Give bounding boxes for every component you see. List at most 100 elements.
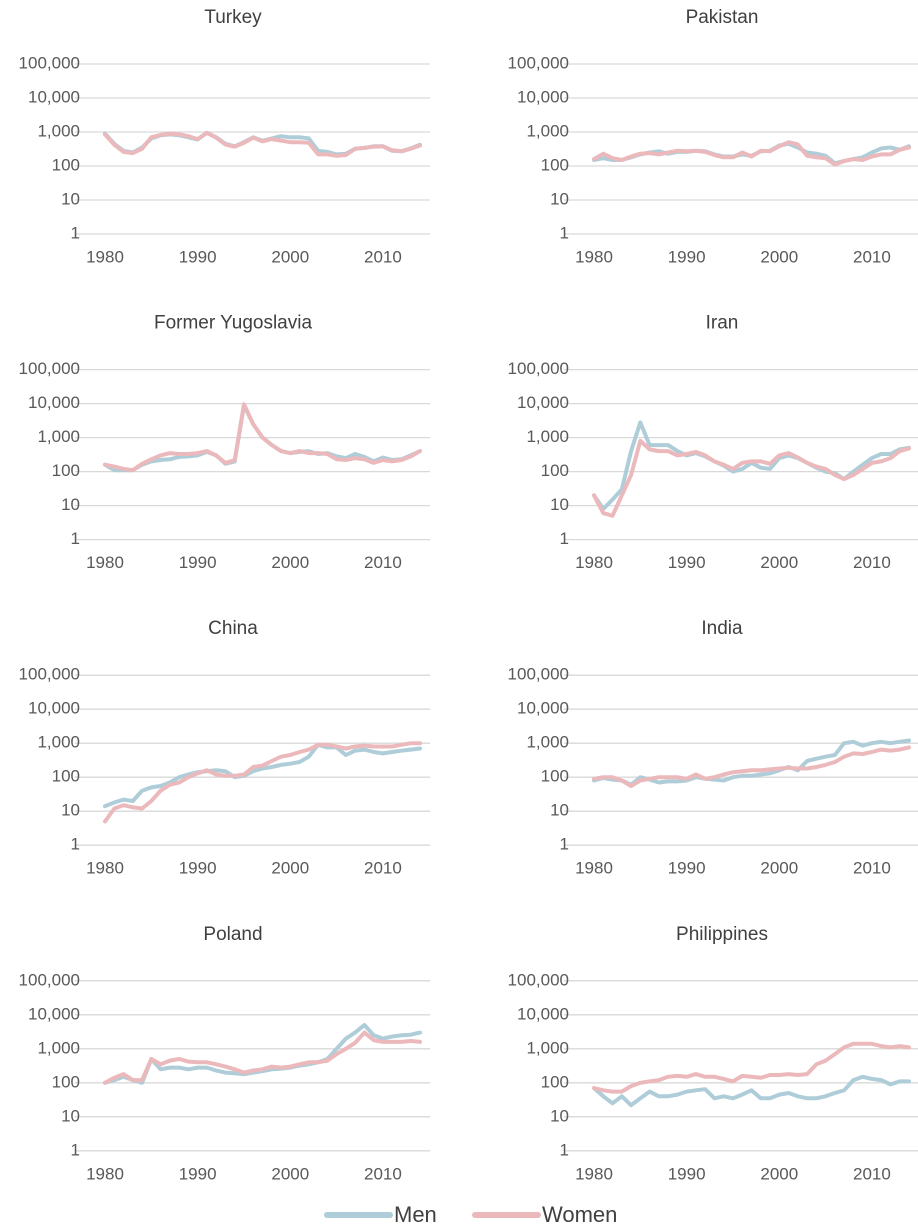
series-line [103,130,422,158]
x-tick-label: 1980 [86,247,124,266]
series-line [103,742,422,809]
x-tick-label: 2000 [271,859,309,878]
chart-title: Turkey [204,7,262,28]
y-tick-label: 100,000 [19,970,80,989]
x-tick-label: 2010 [364,553,402,572]
series-line [592,438,911,518]
y-tick-label: 100 [52,767,80,786]
y-tick-label: 100,000 [508,359,569,378]
chart-title: China [208,618,258,639]
y-tick-label: 1 [71,835,80,854]
y-tick-label: 100,000 [508,970,569,989]
series-line [103,741,422,824]
x-tick-label: 2000 [760,1164,798,1183]
series-line [103,1023,422,1085]
chart-title: Iran [706,313,739,334]
y-tick-label: 10,000 [517,699,569,718]
y-tick-label: 10,000 [28,393,80,412]
x-tick-label: 1990 [179,859,217,878]
y-tick-label: 100 [541,155,569,174]
chart-title: Poland [203,924,262,945]
series-line [592,420,911,511]
chart-title: Philippines [676,924,768,945]
y-tick-label: 10 [550,189,569,208]
y-tick-label: 10 [550,1106,569,1125]
y-tick-label: 100,000 [19,359,80,378]
x-tick-label: 2010 [853,553,891,572]
legend-label: Women [542,1202,617,1227]
x-tick-label: 1990 [668,1164,706,1183]
y-tick-label: 10 [61,801,80,820]
y-tick-label: 10,000 [517,1004,569,1023]
y-tick-label: 100 [52,1072,80,1091]
x-tick-label: 1990 [179,553,217,572]
x-tick-label: 2000 [760,247,798,266]
y-tick-label: 100 [541,1072,569,1091]
series-line [103,402,422,473]
x-tick-label: 1980 [575,247,613,266]
y-tick-label: 10,000 [28,1004,80,1023]
x-tick-label: 1990 [668,247,706,266]
x-tick-label: 1990 [668,553,706,572]
y-tick-label: 1,000 [526,427,569,446]
y-tick-label: 100,000 [19,53,80,72]
x-tick-label: 1980 [575,553,613,572]
y-tick-label: 10,000 [517,393,569,412]
x-tick-label: 1980 [575,859,613,878]
x-tick-label: 2010 [853,1164,891,1183]
x-tick-label: 2010 [853,859,891,878]
x-tick-label: 2000 [271,247,309,266]
y-tick-label: 100,000 [19,665,80,684]
series-line [592,745,911,788]
y-tick-label: 1,000 [37,733,80,752]
series-line [592,738,911,787]
x-tick-label: 2010 [364,1164,402,1183]
y-tick-label: 1 [71,1140,80,1159]
y-tick-label: 100 [52,155,80,174]
y-tick-label: 10 [61,189,80,208]
x-tick-label: 2010 [364,247,402,266]
series-line [592,140,911,167]
y-tick-label: 1,000 [37,1038,80,1057]
y-tick-label: 1,000 [37,427,80,446]
x-tick-label: 1980 [86,1164,124,1183]
y-tick-label: 100,000 [508,665,569,684]
series-line [592,1041,911,1094]
y-tick-label: 10,000 [517,87,569,106]
y-tick-label: 1,000 [37,121,80,140]
x-tick-label: 2010 [364,859,402,878]
chart-title: Former Yugoslavia [154,313,312,334]
y-tick-label: 10,000 [28,87,80,106]
y-tick-label: 10 [61,1106,80,1125]
x-tick-label: 2010 [853,247,891,266]
chart-title: India [701,618,743,639]
y-tick-label: 10 [61,495,80,514]
x-tick-label: 2000 [760,553,798,572]
y-tick-label: 1 [71,529,80,548]
y-tick-label: 1 [560,529,569,548]
y-tick-label: 1,000 [526,733,569,752]
y-tick-label: 1 [560,1140,569,1159]
series-line [103,1030,422,1085]
chart-title: Pakistan [686,7,759,28]
y-tick-label: 1 [71,223,80,242]
legend-label: Men [394,1202,437,1227]
y-tick-label: 10 [550,495,569,514]
x-tick-label: 1990 [179,1164,217,1183]
y-tick-label: 100,000 [508,53,569,72]
y-tick-label: 1 [560,223,569,242]
y-tick-label: 1,000 [526,121,569,140]
y-tick-label: 100 [52,461,80,480]
x-tick-label: 1990 [179,247,217,266]
x-tick-label: 1980 [86,859,124,878]
x-tick-label: 1980 [575,1164,613,1183]
y-tick-label: 100 [541,461,569,480]
x-tick-label: 1980 [86,553,124,572]
y-tick-label: 1,000 [526,1038,569,1057]
y-tick-label: 1 [560,835,569,854]
x-tick-label: 1990 [668,859,706,878]
x-tick-label: 2000 [271,1164,309,1183]
x-tick-label: 2000 [760,859,798,878]
series-line [592,1074,911,1108]
